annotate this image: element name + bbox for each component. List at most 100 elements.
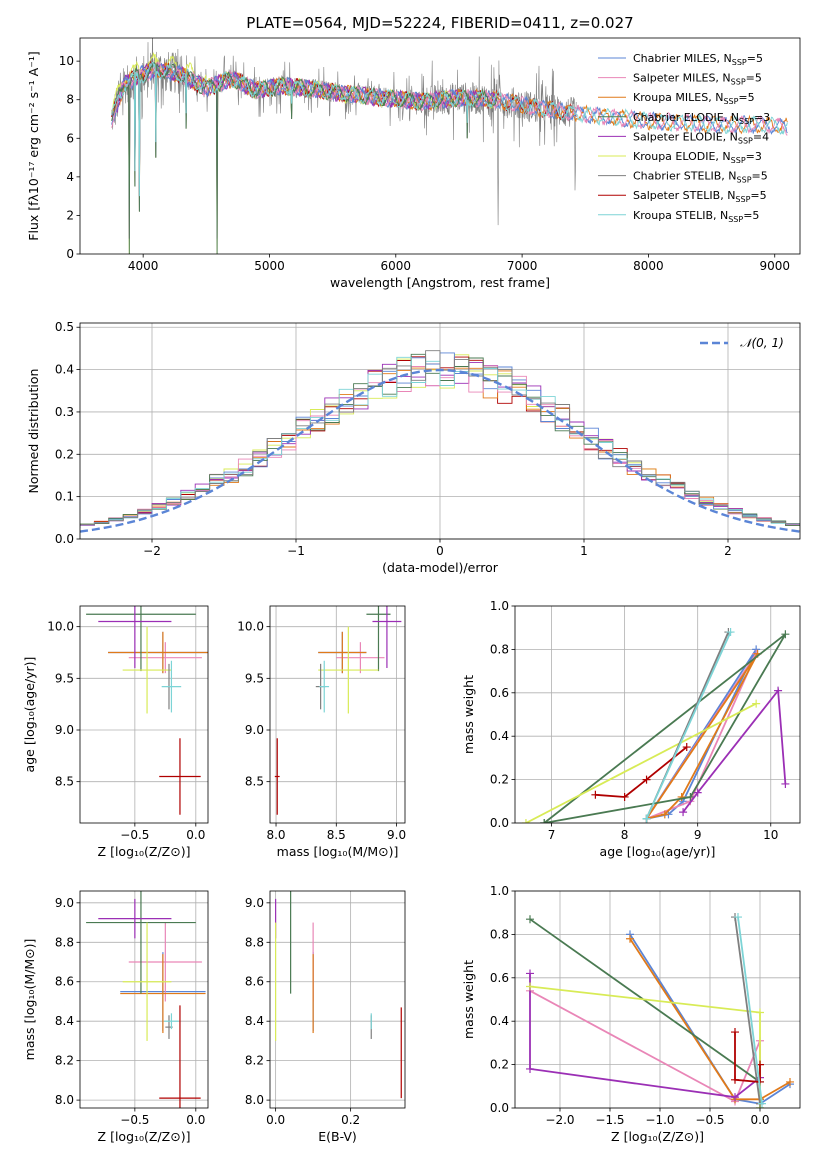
weight-series: [679, 686, 790, 817]
weight-marker: [774, 686, 783, 695]
y-axis-label: Flux [fλ10⁻¹⁷ erg cm⁻² s⁻¹ A⁻¹]: [26, 51, 41, 240]
x-tick-label: 9: [694, 828, 702, 842]
y-tick-label: 0.8: [490, 927, 509, 941]
x-tick-label: 6000: [381, 259, 412, 273]
x-tick-label: 0.0: [750, 1113, 769, 1127]
legend-label: 𝒩(0, 1): [740, 336, 784, 350]
y-tick-label: 9.0: [55, 896, 74, 910]
y-tick-label: 8.5: [55, 775, 74, 789]
x-tick-label: 0: [436, 544, 444, 558]
x-tick-label: 0.0: [186, 828, 205, 842]
x-axis-label: mass [log₁₀(M/M⊙)]: [277, 844, 399, 859]
axes-frame: [79, 605, 209, 824]
spectrum-model-line: [111, 61, 788, 212]
x-tick-label: 8.0: [266, 828, 285, 842]
ticks: 7 8 9 10 0.0 0.2 0.4 0.6 0.8 1.0: [490, 599, 779, 842]
y-axis-label: mass weight: [461, 675, 476, 754]
weight-series: [526, 915, 764, 1108]
y-tick-label: 0.5: [55, 320, 74, 334]
weight-marker: [752, 699, 761, 708]
weight-marker: [526, 915, 534, 924]
axes-frame: [269, 890, 406, 1109]
x-axis-label: Z [log₁₀(Z/Z⊙)]: [98, 1129, 191, 1144]
legend-subscript: SSP: [739, 117, 754, 126]
errorbar-point: [164, 1013, 179, 1030]
x-tick-label: −1.0: [645, 1113, 674, 1127]
weight-line: [525, 702, 757, 823]
x-axis-label: E(B-V): [318, 1129, 357, 1144]
x-tick-label: 0.0: [266, 1113, 285, 1127]
x-tick-label: −2.0: [545, 1113, 574, 1127]
legend-label: Chabrier ELODIE, NSSP=3: [633, 111, 770, 126]
y-tick-label: 8.2: [245, 1054, 264, 1068]
y-tick-label: 8.0: [55, 1093, 74, 1107]
plot-area: [86, 606, 208, 815]
errorbar-point: [336, 642, 385, 674]
errorbar-point: [86, 891, 196, 994]
weight-series: [540, 630, 790, 823]
x-tick-label: −1: [287, 544, 305, 558]
y-tick-label: 10.0: [237, 620, 264, 634]
legend-label: Chabrier MILES, NSSP=5: [633, 52, 763, 67]
x-tick-label: −0.5: [120, 828, 149, 842]
weight-marker: [526, 1064, 534, 1073]
figure-title: PLATE=0564, MJD=52224, FIBERID=0411, z=0…: [246, 14, 633, 32]
weight-marker: [756, 1008, 764, 1017]
x-tick-label: −0.5: [120, 1113, 149, 1127]
legend-value: =3: [754, 111, 770, 124]
legend-subscript: SSP: [731, 156, 746, 165]
weight-series: [521, 699, 761, 823]
legend-subscript: SSP: [732, 58, 747, 67]
errorbar-point: [161, 660, 182, 713]
errorbar-point: [122, 922, 172, 1041]
grid: [515, 605, 800, 824]
y-tick-label: 0.6: [490, 686, 509, 700]
x-tick-label: 7: [548, 828, 556, 842]
ticks: 4000 5000 6000 7000 8000 9000 0 2 4 6 8 10: [59, 54, 790, 273]
y-tick-label: 0.4: [490, 729, 509, 743]
y-tick-label: 0.3: [55, 405, 74, 419]
axes-mass_age: 8.0 8.5 9.0 8.5 9.0 9.5 10.0 mass [log₁₀(M/M⊙)]: [237, 605, 406, 859]
weight-marker: [677, 792, 686, 801]
x-axis-label: Z [log₁₀(Z/Z⊙)]: [98, 844, 191, 859]
y-tick-label: 8.8: [55, 935, 74, 949]
y-tick-label: 0.8: [490, 642, 509, 656]
errorbar-point: [108, 631, 208, 674]
y-tick-label: 4: [66, 170, 74, 184]
weight-marker: [660, 810, 669, 819]
x-tick-label: 0.2: [341, 1113, 360, 1127]
plot-area: [86, 891, 206, 1108]
ticks: 0.0 0.2 8.0 8.2 8.4 8.6 8.8 9.0: [245, 896, 360, 1127]
legend-subscript: SSP: [728, 215, 743, 224]
legend-value: =5: [746, 72, 762, 85]
weight-marker: [679, 808, 688, 817]
errorbar-point: [318, 631, 367, 674]
x-tick-label: 5000: [254, 259, 285, 273]
weight-marker: [521, 819, 530, 823]
weight-marker: [726, 628, 735, 637]
weight-line: [734, 1032, 761, 1083]
y-tick-label: 0.4: [55, 363, 74, 377]
ticks: −2 −1 0 1 2 0.0 0.1 0.2 0.3 0.4 0.5: [55, 320, 732, 558]
x-tick-label: −0.5: [695, 1113, 724, 1127]
errorbar-point: [128, 642, 202, 674]
y-tick-label: 2: [66, 208, 74, 222]
weight-line: [529, 985, 761, 1108]
weight-series: [526, 982, 764, 1108]
y-tick-label: 0.4: [490, 1014, 509, 1028]
x-tick-label: −1.5: [595, 1113, 624, 1127]
y-axis-label: Normed distribution: [26, 369, 41, 494]
y-tick-label: 8.2: [55, 1054, 74, 1068]
axes-Z_age: −0.5 0.0 8.5 9.0 9.5 10.0 Z [log₁₀(Z/Z⊙)] age […: [22, 605, 209, 859]
axes-Z_mass: −0.5 0.0 8.0 8.2 8.4 8.6 8.8 9.0 Z [log₁₀(Z/Z⊙)]…: [22, 890, 209, 1144]
spectrum-legend: Chabrier MILES, NSSP=5 Salpeter MILES, NS…: [598, 52, 770, 224]
y-tick-label: 9.5: [245, 671, 264, 685]
weight-marker: [781, 630, 790, 639]
spectrum-model-line: [111, 62, 788, 197]
ticks: −2.0 −1.5 −1.0 −0.5 0.0 0.0 0.2 0.4 0.6 0.8 1.0: [490, 884, 770, 1127]
x-axis-label: (data-model)/error: [382, 560, 499, 575]
y-tick-label: 9.0: [55, 723, 74, 737]
weight-marker: [786, 1077, 794, 1086]
legend-label: Salpeter ELODIE, NSSP=4: [633, 130, 769, 145]
legend-value: =5: [738, 91, 754, 104]
